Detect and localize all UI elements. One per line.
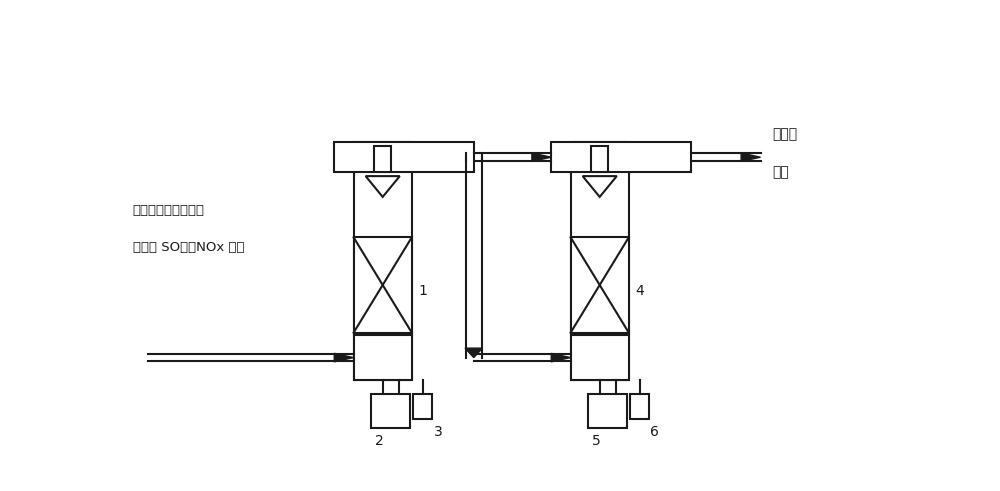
Polygon shape — [551, 354, 571, 362]
Text: 6: 6 — [650, 425, 659, 439]
Text: 2: 2 — [375, 434, 384, 448]
Bar — [630, 394, 649, 419]
Bar — [354, 335, 412, 381]
Bar — [334, 142, 474, 172]
Polygon shape — [583, 176, 617, 197]
Text: 经降温及除尘预处理: 经降温及除尘预处理 — [133, 204, 205, 217]
Bar — [571, 335, 629, 381]
Text: 后的含 SO２、NOx 烟气: 后的含 SO２、NOx 烟气 — [133, 242, 244, 254]
Bar — [551, 142, 691, 172]
Polygon shape — [465, 348, 482, 357]
Bar — [588, 393, 627, 428]
Bar — [571, 142, 629, 381]
Bar — [371, 393, 410, 428]
Polygon shape — [366, 176, 400, 197]
Text: 3: 3 — [433, 425, 442, 439]
Text: 排气: 排气 — [772, 165, 789, 179]
Text: 5: 5 — [592, 434, 601, 448]
Text: 4: 4 — [635, 283, 644, 298]
Polygon shape — [532, 153, 551, 162]
Text: 净化后: 净化后 — [772, 128, 797, 141]
Bar — [374, 146, 391, 172]
Bar — [354, 237, 412, 332]
Bar — [413, 394, 432, 419]
Bar — [591, 146, 608, 172]
Text: 1: 1 — [418, 283, 427, 298]
Polygon shape — [741, 153, 761, 162]
Bar — [571, 237, 629, 332]
Bar — [354, 142, 412, 381]
Polygon shape — [334, 354, 354, 362]
